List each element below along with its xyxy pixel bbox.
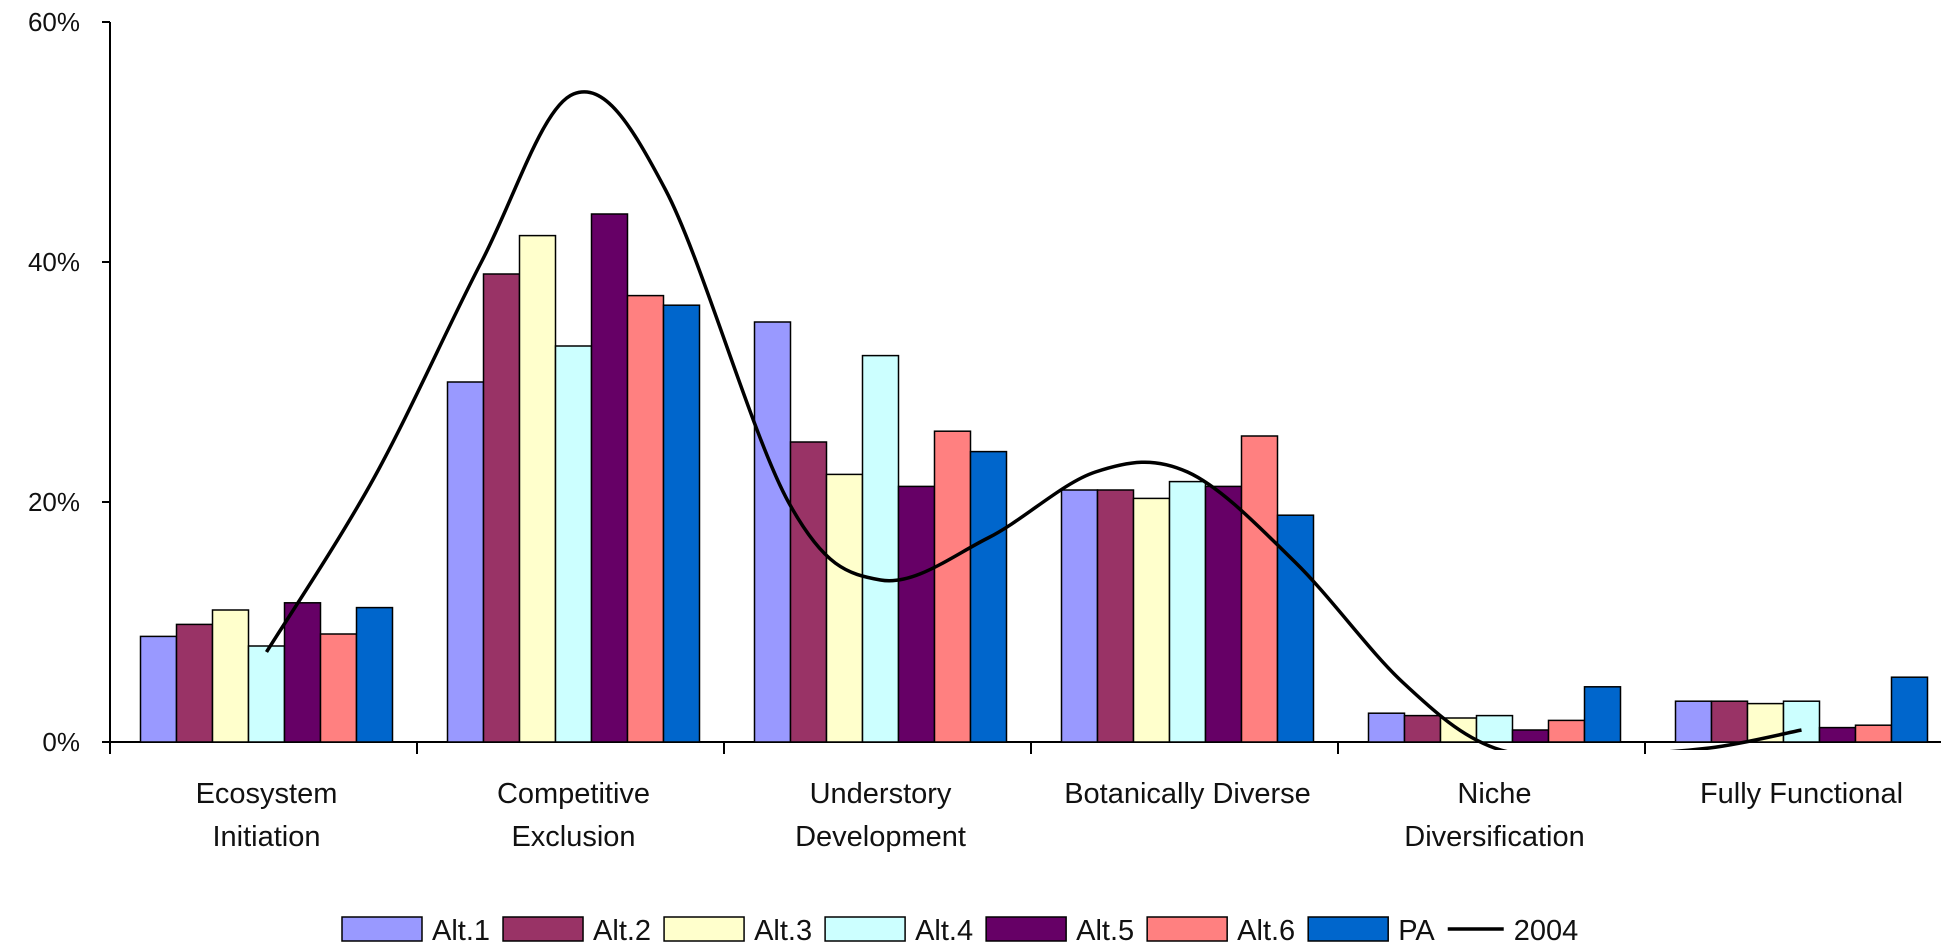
bar-pa (662, 304, 701, 743)
bar-alt-1 (1060, 489, 1099, 743)
legend-item: Alt.2 (502, 915, 651, 947)
bar-alt-5 (283, 602, 322, 743)
category-label: Fully Functional (1700, 778, 1903, 810)
category-label-line: Understory (810, 778, 952, 810)
legend-item: Alt.1 (341, 915, 490, 947)
bar-alt-1 (1674, 700, 1713, 743)
bar-alt-2 (789, 441, 828, 743)
legend-label: PA (1398, 915, 1435, 947)
legend-label: Alt.1 (432, 915, 490, 947)
bar-alt-4 (1168, 480, 1207, 743)
legend-label: Alt.3 (754, 915, 812, 947)
x-axis: Ecosystem Initiation Competitive Exclusion U… (109, 741, 1941, 853)
bar-pa (355, 606, 394, 743)
category-label: Competitive Exclusion (497, 778, 650, 853)
bar-alt-6 (1547, 719, 1586, 743)
line-layer (265, 90, 1802, 750)
legend-label: 2004 (1514, 915, 1579, 947)
y-tick-label: 0% (42, 727, 80, 757)
bar-alt-2 (175, 623, 214, 743)
bar-alt-1 (753, 321, 792, 743)
category-label: Botanically Diverse (1064, 778, 1311, 810)
category-label-line: Initiation (212, 821, 320, 853)
bar-alt-5 (590, 213, 629, 743)
legend-item: 2004 (1447, 915, 1579, 947)
category-label-line: Development (795, 821, 966, 853)
category-label-line: Fully Functional (1700, 778, 1903, 810)
y-axis: 0% 20% 40% 60% (28, 7, 111, 757)
bar-alt-3 (211, 609, 250, 743)
category-label: Ecosystem Initiation (196, 778, 338, 853)
bar-alt-5 (1818, 726, 1857, 743)
legend-label: Alt.4 (915, 915, 973, 947)
category-label-line: Exclusion (511, 821, 635, 853)
bar-alt-6 (1240, 435, 1279, 743)
legend-label: Alt.5 (1076, 915, 1134, 947)
bar-alt-3 (825, 473, 864, 743)
bar-alt-2 (1096, 489, 1135, 743)
legend-swatch (663, 916, 745, 942)
category-label-line: Ecosystem (196, 778, 338, 810)
legend: Alt.1 Alt.2 Alt.3 Alt.4 Alt.5 Alt.6 PA 2004 (341, 915, 1579, 947)
bar-alt-1 (1367, 712, 1406, 743)
bar-alt-4 (861, 354, 900, 743)
y-tick-label: 60% (28, 7, 80, 37)
legend-item: Alt.6 (1146, 915, 1295, 947)
legend-label: Alt.2 (593, 915, 651, 947)
legend-item: Alt.5 (985, 915, 1134, 947)
category-label-line: Botanically Diverse (1064, 778, 1311, 810)
bar-alt-2 (1710, 700, 1749, 743)
category-label: Understory Development (795, 778, 966, 853)
bar-alt-2 (1403, 714, 1442, 743)
bar-pa (1583, 686, 1622, 743)
legend-swatch (985, 916, 1067, 942)
y-tick-label: 20% (28, 487, 80, 517)
y-tick-label: 40% (28, 247, 80, 277)
bar-alt-3 (1132, 497, 1171, 743)
bar-alt-6 (626, 294, 665, 743)
bar-alt-6 (933, 430, 972, 743)
bar-alt-1 (446, 381, 485, 743)
legend-swatch (1307, 916, 1389, 942)
legend-swatch (824, 916, 906, 942)
bar-alt-5 (1511, 729, 1550, 743)
legend-item: PA (1307, 915, 1435, 947)
bar-alt-4 (247, 645, 286, 743)
legend-item: Alt.3 (663, 915, 812, 947)
legend-swatch (1146, 916, 1228, 942)
category-label-line: Niche (1457, 778, 1531, 810)
bar-alt-5 (1204, 485, 1243, 743)
legend-swatch (502, 916, 584, 942)
bar-alt-4 (1782, 700, 1821, 743)
bars (139, 213, 1929, 743)
bar-pa (969, 450, 1008, 743)
category-label-line: Diversification (1404, 821, 1585, 853)
bar-pa (1890, 676, 1929, 743)
bar-alt-4 (554, 345, 593, 743)
bar-alt-5 (897, 485, 936, 743)
bar-alt-1 (139, 635, 178, 743)
category-label-line: Competitive (497, 778, 650, 810)
legend-label: Alt.6 (1237, 915, 1295, 947)
bar-alt-2 (482, 273, 521, 743)
line-2004 (265, 90, 1802, 750)
bar-alt-3 (518, 234, 557, 743)
bar-alt-4 (1475, 714, 1514, 743)
legend-item: Alt.4 (824, 915, 973, 947)
category-label: Niche Diversification (1404, 778, 1585, 853)
bar-alt-6 (319, 633, 358, 743)
legend-swatch (341, 916, 423, 942)
bar-alt-6 (1854, 724, 1893, 743)
